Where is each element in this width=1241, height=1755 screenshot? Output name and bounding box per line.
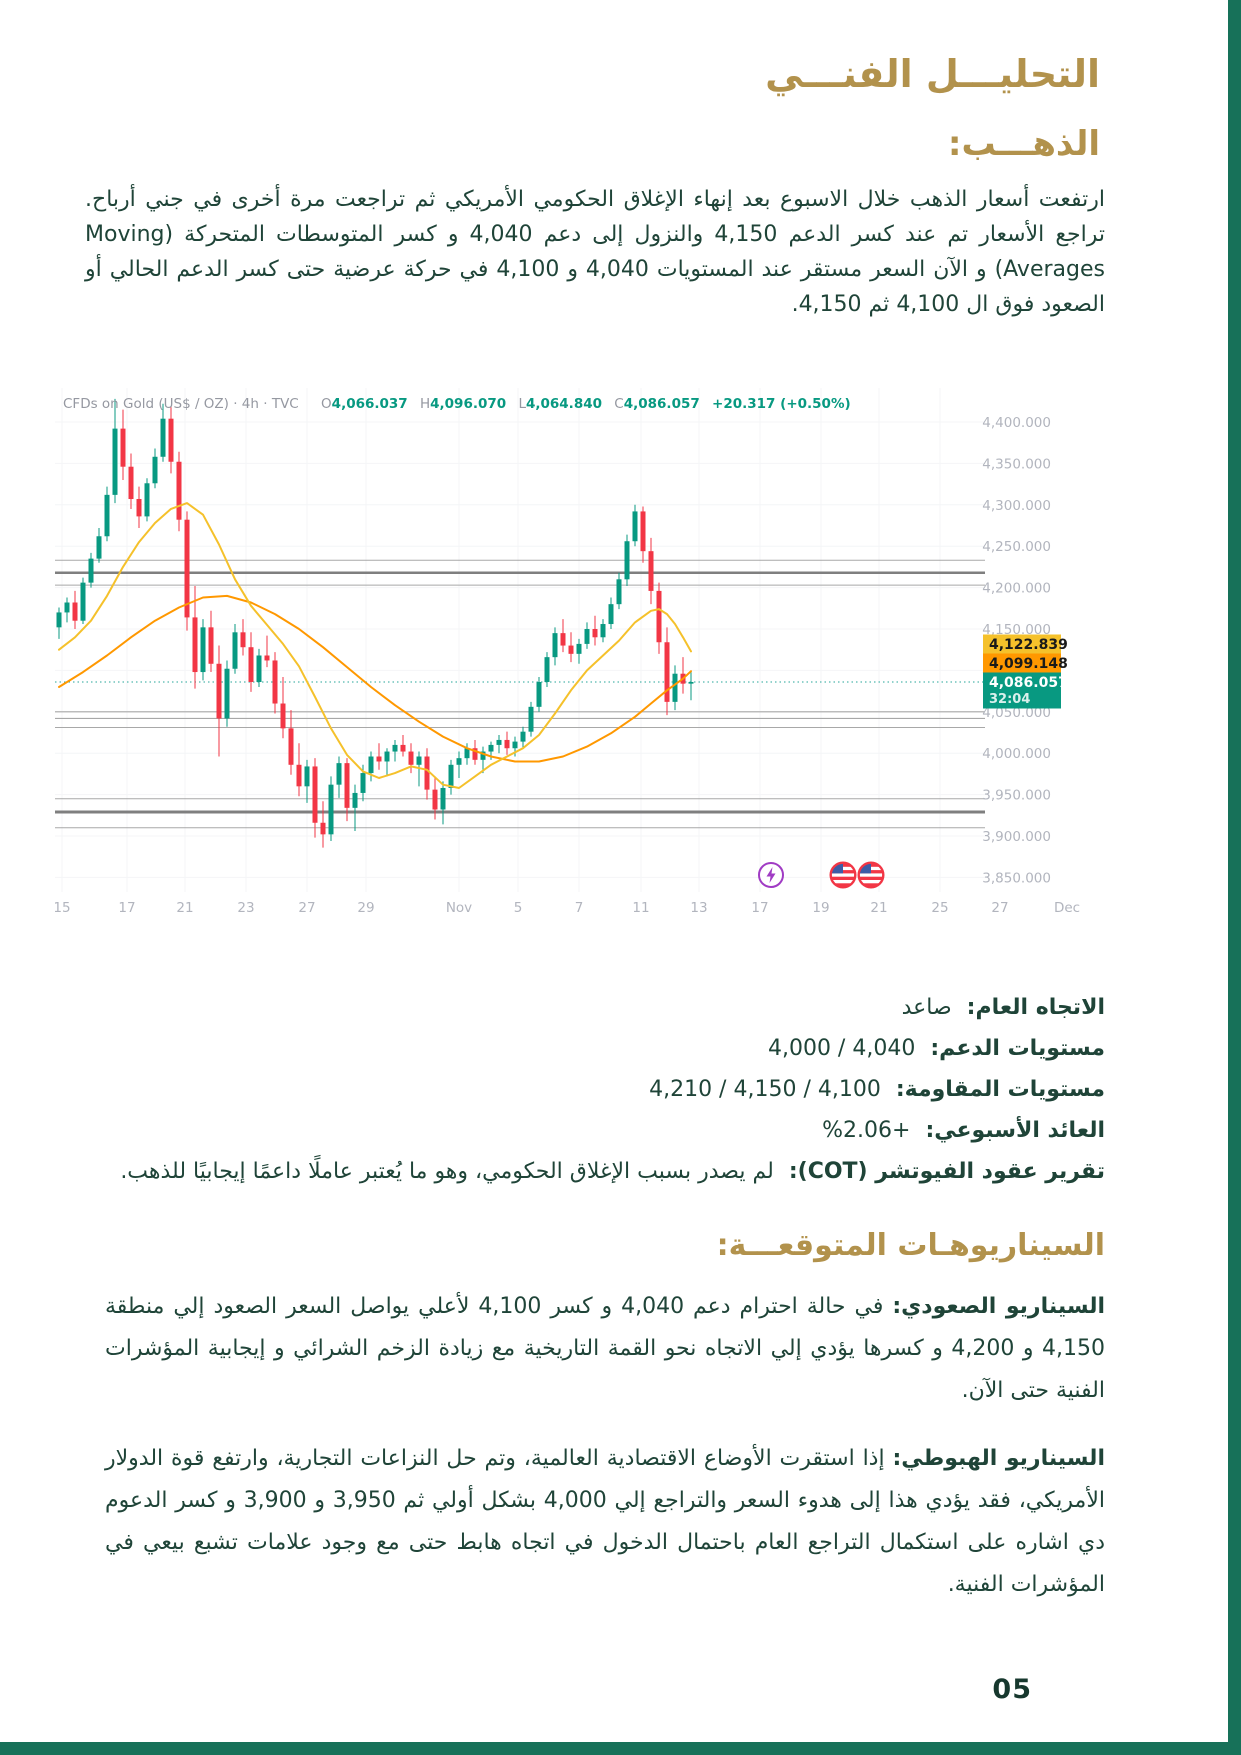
svg-text:21: 21 — [176, 900, 193, 916]
svg-text:4,250.000: 4,250.000 — [982, 539, 1051, 555]
stat-row-support: مستويات الدعم: 4,040 / 4,000 — [105, 1036, 1105, 1062]
key-levels-block: الاتجاه العام: صاعد مستويات الدعم: 4,040… — [105, 995, 1105, 1200]
ohlc-open-key: O — [321, 396, 332, 412]
svg-text:23: 23 — [237, 900, 254, 916]
svg-text:4,300.000: 4,300.000 — [982, 498, 1051, 514]
bearish-scenario-text: إذا استقرت الأوضاع الاقتصادية العالمية، … — [105, 1446, 1105, 1597]
svg-text:25: 25 — [931, 900, 948, 916]
svg-text:27: 27 — [298, 900, 315, 916]
stat-label-resistance: مستويات المقاومة: — [895, 1077, 1105, 1102]
stat-value-cot-report: لم يصدر بسبب الإغلاق الحكومي، وهو ما يُع… — [120, 1159, 774, 1184]
stat-value-weekly-return: +2.06% — [822, 1118, 911, 1143]
stat-row-cot-report: تقرير عقود الفيوتشر (COT): لم يصدر بسبب … — [105, 1159, 1105, 1185]
scenarios-heading: السيناريوهـات المتوقعـــة: — [716, 1228, 1105, 1263]
right-border-bar — [1228, 0, 1241, 1755]
ohlc-open-value: 4,066.037 — [331, 396, 408, 412]
svg-text:3,850.000: 3,850.000 — [982, 870, 1051, 886]
us-flag-icon — [829, 861, 857, 889]
ohlc-low-value: 4,064.840 — [525, 396, 602, 412]
svg-text:15: 15 — [55, 900, 71, 916]
ohlc-high-key: H — [419, 396, 431, 412]
candles — [56, 398, 694, 848]
svg-text:17: 17 — [751, 900, 768, 916]
svg-text:4,050.000: 4,050.000 — [982, 705, 1051, 721]
stat-row-trend: الاتجاه العام: صاعد — [105, 995, 1105, 1021]
stat-row-resistance: مستويات المقاومة: 4,100 / 4,150 / 4,210 — [105, 1077, 1105, 1103]
chart-symbol: CFDs on Gold (US$ / OZ) · 4h · TVC — [63, 396, 299, 412]
candlestick-chart-svg: 4,400.000 4,350.000 4,300.000 4,250.000 4,20… — [53, 388, 1080, 916]
date-axis: 15 17 21 23 27 29 Nov 5 7 11 13 17 19 21 25 27 Dec — [53, 900, 1080, 916]
svg-text:13: 13 — [690, 900, 707, 916]
bearish-scenario-label: السيناريو الهبوطي: — [892, 1446, 1105, 1471]
svg-text:5: 5 — [514, 900, 523, 916]
support-resistance-lines — [55, 559, 985, 829]
bullish-scenario-label: السيناريو الصعودي: — [892, 1294, 1106, 1319]
page-title: التحليـــل الفنـــي — [765, 52, 1100, 96]
gold-section-title: الذهـــب: — [947, 124, 1100, 164]
svg-text:11: 11 — [632, 900, 649, 916]
stat-label-support: مستويات الدعم: — [930, 1036, 1105, 1061]
svg-text:4,099.148: 4,099.148 — [989, 656, 1068, 672]
svg-text:21: 21 — [870, 900, 887, 916]
stat-value-trend: صاعد — [901, 995, 952, 1020]
ohlc-close-value: 4,086.057 — [623, 396, 700, 412]
svg-text:4,150.000: 4,150.000 — [982, 622, 1051, 638]
stat-label-trend: الاتجاه العام: — [966, 995, 1105, 1020]
page-number: 05 — [992, 1674, 1032, 1705]
ma-slow-line — [58, 594, 692, 763]
bearish-scenario-paragraph: السيناريو الهبوطي: إذا استقرت الأوضاع ال… — [105, 1438, 1105, 1606]
svg-text:Dec: Dec — [1054, 900, 1080, 916]
intro-paragraph: ارتفعت أسعار الذهب خلال الاسبوع بعد إنها… — [85, 187, 1106, 317]
svg-text:4,200.000: 4,200.000 — [982, 581, 1051, 597]
svg-text:29: 29 — [357, 900, 374, 916]
bullish-scenario-text: في حالة احترام دعم 4,040 و كسر 4,100 لأع… — [105, 1294, 1105, 1403]
stat-label-cot-report: تقرير عقود الفيوتشر (COT): — [788, 1159, 1105, 1184]
svg-text:32:04: 32:04 — [989, 692, 1030, 707]
svg-text:4,122.839: 4,122.839 — [989, 637, 1068, 653]
svg-text:3,950.000: 3,950.000 — [982, 788, 1051, 804]
ohlc-low-key: L — [518, 396, 526, 412]
bottom-border-bar — [0, 1742, 1241, 1755]
ma-fast-line — [58, 502, 692, 789]
svg-text:27: 27 — [991, 900, 1008, 916]
svg-text:3,900.000: 3,900.000 — [982, 829, 1051, 845]
stat-row-weekly-return: العائد الأسبوعي: +2.06% — [105, 1118, 1105, 1144]
svg-text:7: 7 — [575, 900, 584, 916]
ohlc-high-value: 4,096.070 — [430, 396, 507, 412]
svg-text:4,000.000: 4,000.000 — [982, 746, 1051, 762]
ohlc-close-key: C — [614, 396, 624, 412]
svg-text:4,086.057: 4,086.057 — [989, 675, 1068, 691]
chart-header: CFDs on Gold (US$ / OZ) · 4h · TVC O4,06… — [63, 396, 851, 412]
gold-candlestick-chart: CFDs on Gold (US$ / OZ) · 4h · TVC O4,06… — [53, 360, 1115, 920]
svg-text:19: 19 — [812, 900, 829, 916]
price-change: +20.317 (+0.50%) — [712, 396, 851, 412]
stat-label-weekly-return: العائد الأسبوعي: — [925, 1118, 1105, 1143]
lightning-icon — [758, 862, 784, 888]
bullish-scenario-paragraph: السيناريو الصعودي: في حالة احترام دعم 4,… — [105, 1286, 1105, 1412]
event-markers — [758, 861, 885, 889]
svg-text:4,400.000: 4,400.000 — [982, 415, 1051, 431]
stat-value-support: 4,040 / 4,000 — [767, 1036, 916, 1061]
stat-value-resistance: 4,100 / 4,150 / 4,210 — [649, 1077, 881, 1102]
svg-text:17: 17 — [118, 900, 135, 916]
us-flag-icon — [857, 861, 885, 889]
svg-text:Nov: Nov — [446, 900, 472, 916]
svg-text:4,350.000: 4,350.000 — [982, 456, 1051, 472]
